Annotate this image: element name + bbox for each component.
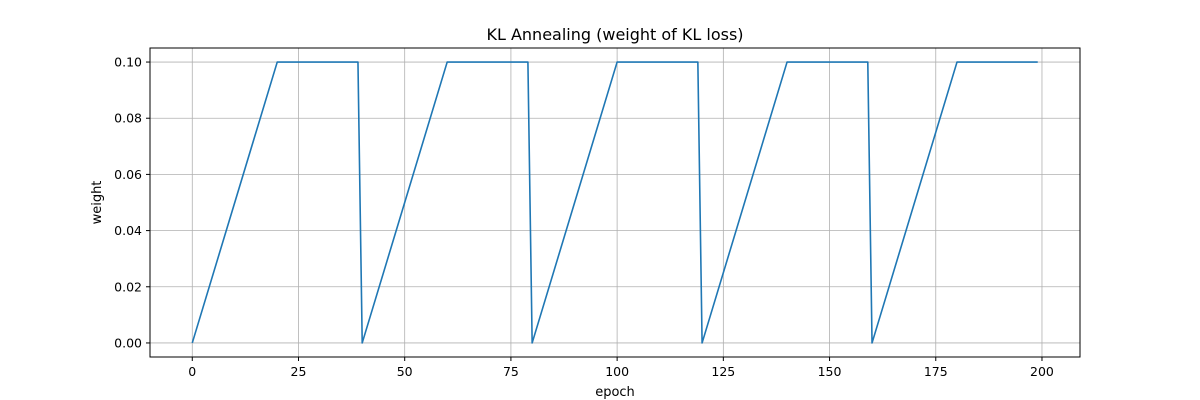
x-tick-label: 75 (503, 364, 519, 379)
x-tick-label: 25 (291, 364, 307, 379)
chart-title: KL Annealing (weight of KL loss) (486, 25, 743, 44)
series-layer (191, 61, 1038, 344)
x-axis-ticks: 0 25 50 75 100 125 150 175 200 (188, 357, 1054, 379)
x-tick-label: 100 (605, 364, 629, 379)
x-tick-label: 200 (1030, 364, 1054, 379)
x-tick-label: 50 (397, 364, 413, 379)
y-tick-label: 0.08 (114, 111, 142, 126)
y-axis-ticks: 0.00 0.02 0.04 0.06 0.08 0.10 (114, 55, 150, 350)
y-tick-label: 0.10 (114, 55, 142, 70)
x-tick-label: 125 (711, 364, 735, 379)
y-tick-label: 0.00 (114, 335, 142, 350)
y-tick-label: 0.06 (114, 167, 142, 182)
kl-weight-line (191, 61, 1038, 344)
y-tick-label: 0.04 (114, 223, 142, 238)
x-tick-label: 175 (924, 364, 948, 379)
y-axis-label: weight (90, 181, 105, 225)
axes-frame (149, 47, 1081, 358)
grid (150, 48, 1080, 357)
x-tick-label: 150 (818, 364, 842, 379)
y-tick-label: 0.02 (114, 279, 142, 294)
x-tick-label: 0 (188, 364, 196, 379)
x-axis-label: epoch (595, 385, 635, 400)
